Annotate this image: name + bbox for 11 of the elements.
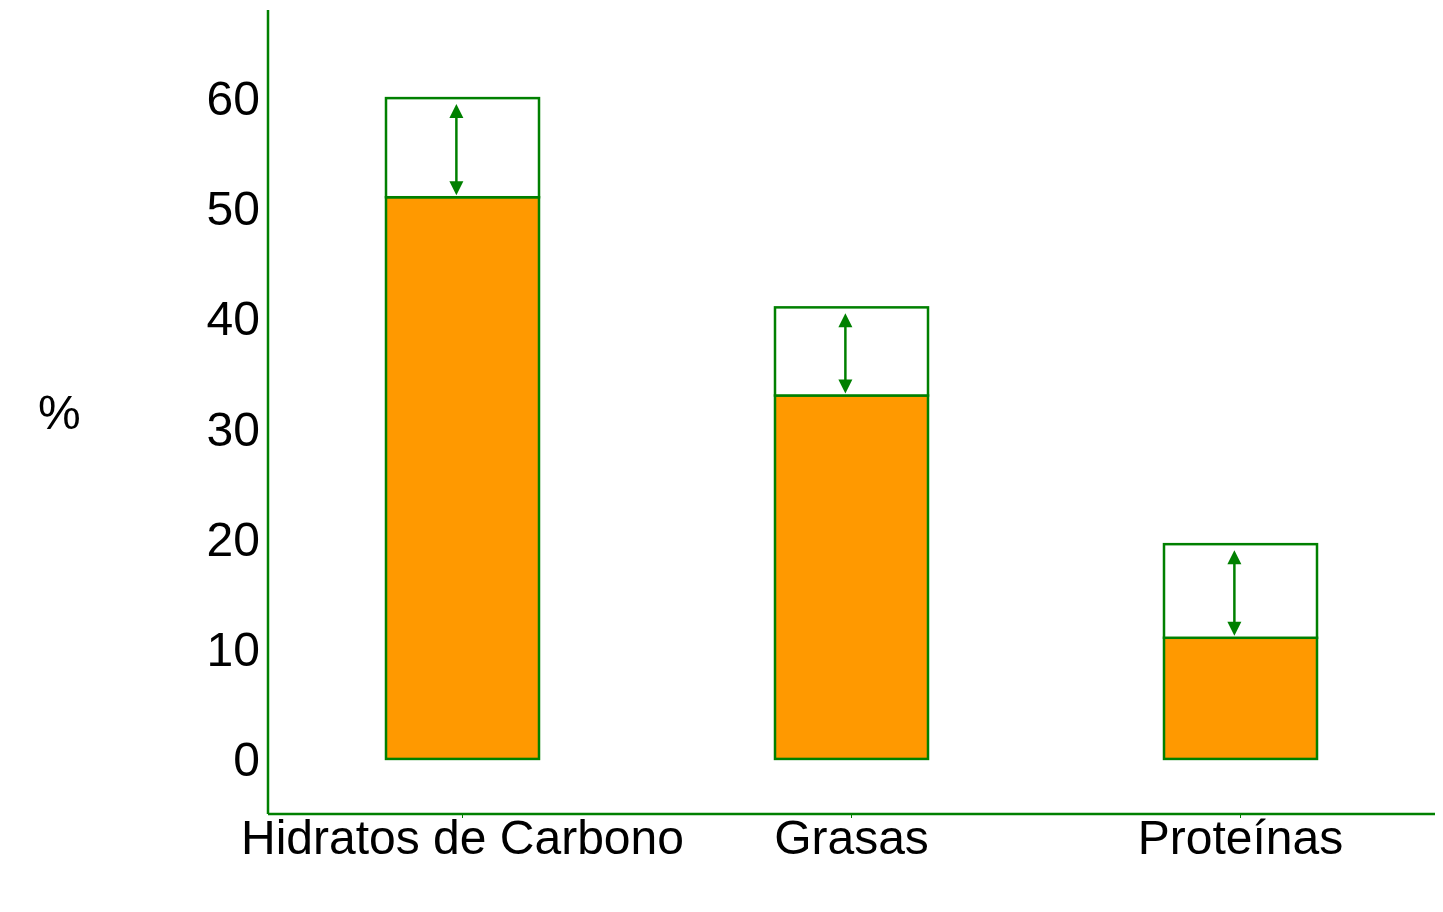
y-axis-title: % [38, 386, 81, 440]
x-tick-label: Proteínas [1137, 811, 1344, 865]
y-tick-label: 50 [206, 182, 260, 236]
y-tick-label: 0 [233, 732, 260, 786]
y-tick-label: 60 [206, 72, 260, 126]
y-tick-label: 40 [206, 292, 260, 346]
x-tick-label: Grasas [774, 811, 929, 865]
y-tick-label: 10 [206, 622, 260, 676]
y-tick-label: 30 [206, 402, 260, 456]
y-tick-label: 20 [206, 512, 260, 566]
x-tick-label: Hidratos de Carbono [241, 811, 684, 865]
